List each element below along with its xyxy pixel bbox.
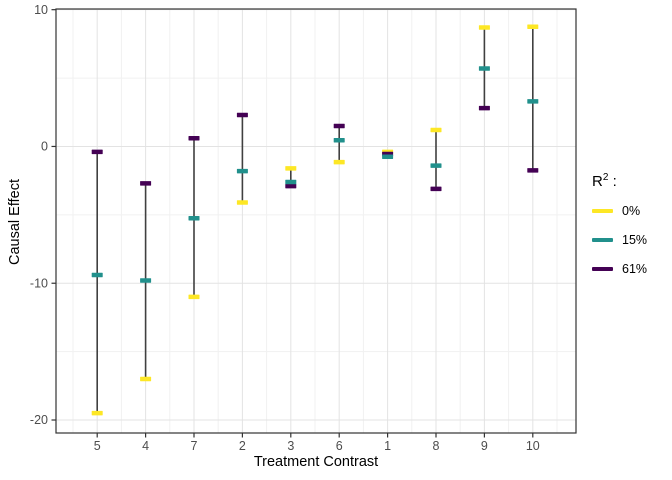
x-axis-tick-label: 8 — [433, 439, 440, 453]
pointrange-marker — [478, 105, 490, 111]
pointrange-marker — [333, 138, 345, 143]
legend-key-swatch — [592, 266, 613, 272]
x-axis-title: Treatment Contrast — [253, 454, 379, 470]
x-axis-tick-label: 1 — [384, 439, 391, 453]
pointrange-marker — [430, 186, 442, 192]
y-axis-title: Causal Effect — [7, 179, 23, 265]
y-axis-tick-label: -10 — [30, 276, 48, 290]
x-axis-tick-label: 5 — [94, 439, 101, 453]
x-axis-tick-label: 3 — [287, 439, 294, 453]
pointrange-marker — [333, 123, 345, 129]
y-axis-tick-label: -20 — [30, 413, 48, 427]
pointrange-marker — [91, 272, 103, 278]
legend-item-label: 15% — [622, 233, 648, 247]
pointrange-marker — [285, 179, 297, 185]
pointrange-marker — [140, 278, 152, 283]
panel-background — [56, 9, 576, 433]
x-axis-tick-label: 9 — [481, 439, 488, 453]
pointrange-marker — [527, 99, 539, 104]
panel-border — [55, 8, 577, 434]
pointrange-marker — [91, 410, 103, 416]
pointrange-marker — [188, 294, 200, 300]
pointrange-marker — [527, 168, 539, 173]
y-axis-tick-label: 10 — [34, 3, 48, 17]
legend-item-label: 61% — [622, 262, 648, 276]
legend-title-superscript: 2 — [602, 172, 609, 183]
pointrange-marker — [91, 149, 103, 155]
legend-items: 0% 15% 61% — [592, 204, 647, 276]
legend-title-base: R — [592, 173, 603, 190]
pointrange-marker — [430, 127, 442, 133]
pointrange-marker — [188, 216, 200, 221]
pointrange-marker — [140, 376, 152, 382]
pointrange-marker — [285, 166, 297, 171]
pointrange-marker — [382, 154, 394, 159]
pointrange-marker — [478, 25, 490, 30]
x-axis-tick-label: 2 — [239, 439, 246, 453]
pointrange-marker — [188, 136, 200, 141]
pointrange-marker — [236, 168, 248, 174]
pointrange-marker — [333, 159, 345, 165]
pointrange-marker — [430, 163, 442, 168]
x-axis-tick-label: 4 — [142, 439, 149, 453]
pointrange-marker — [527, 24, 539, 30]
legend-title-suffix: : — [608, 173, 617, 190]
x-axis-tick-label: 7 — [191, 439, 198, 453]
legend-item: 0% — [592, 204, 647, 218]
pointrange-marker — [236, 112, 248, 118]
legend-item: 61% — [592, 262, 647, 276]
legend-key-swatch — [592, 237, 613, 243]
pointrange-marker — [236, 200, 248, 205]
pointrange-marker — [140, 181, 152, 186]
legend: R2 : 0% 15% 61% — [592, 172, 647, 291]
legend-item-label: 0% — [622, 204, 641, 218]
y-axis-tick-label: 0 — [41, 140, 48, 154]
pointrange-marker — [478, 66, 490, 71]
x-axis-tick-label: 10 — [526, 439, 540, 453]
pointrange-marker — [285, 183, 297, 189]
legend-title: R2 : — [592, 172, 647, 190]
legend-item: 15% — [592, 233, 647, 247]
x-axis-tick-label: 6 — [336, 439, 343, 453]
legend-key-swatch — [592, 208, 613, 214]
